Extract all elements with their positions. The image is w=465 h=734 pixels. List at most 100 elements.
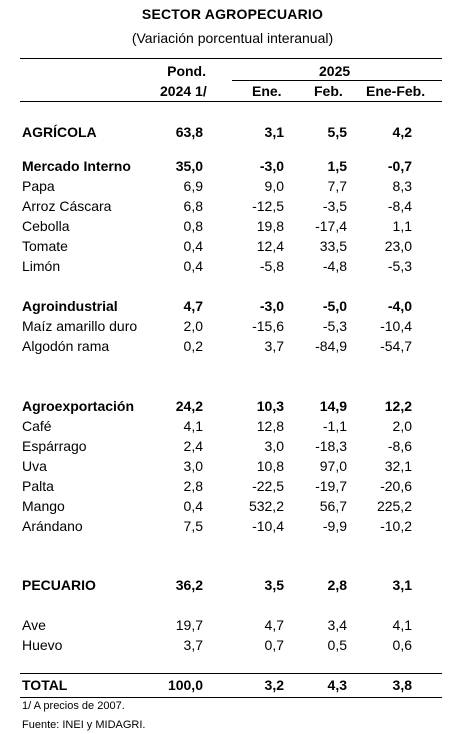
cell-enefeb: 4,1 (392, 617, 412, 633)
cell-feb: 7,7 (327, 178, 347, 194)
table-row: Café 4,1 12,8 -1,1 2,0 (0, 416, 465, 436)
cell-ene: -10,4 (252, 518, 284, 534)
header-pond: Pond. (167, 63, 206, 79)
table-row: Palta 2,8 -22,5 -19,7 -20,6 (0, 476, 465, 496)
cell-ene: 4,7 (264, 617, 284, 633)
cell-ene: 0,7 (264, 637, 284, 653)
cell-pond: 6,9 (183, 178, 203, 194)
cell-ene: -15,6 (252, 318, 284, 334)
table-row: Ave 19,7 4,7 3,4 4,1 (0, 615, 465, 635)
cell-feb: -5,0 (322, 298, 347, 314)
cell-feb: -84,9 (315, 338, 347, 354)
cell-pond: 63,8 (175, 124, 203, 140)
cell-feb: 2,8 (327, 577, 347, 593)
cell-ene: 12,8 (256, 418, 284, 434)
cell-pond: 36,2 (175, 577, 203, 593)
table-title: SECTOR AGROPECUARIO (141, 6, 324, 22)
cell-feb: -19,7 (315, 478, 347, 494)
row-label: Tomate (22, 238, 68, 254)
cell-enefeb: -4,0 (387, 298, 412, 314)
bottom-rule (20, 697, 442, 698)
row-label: PECUARIO (22, 577, 96, 593)
cell-enefeb: -10,4 (380, 318, 412, 334)
cell-feb: -4,8 (322, 258, 347, 274)
row-label: Uva (22, 458, 47, 474)
cell-ene: 3,0 (264, 438, 284, 454)
row-label: Huevo (22, 637, 63, 653)
footnote-source: Fuente: INEI y MIDAGRI. (22, 719, 146, 731)
cell-pond: 0,4 (183, 238, 203, 254)
table-subtitle: (Variación porcentual interanual) (131, 30, 334, 46)
cell-pond: 6,8 (183, 198, 203, 214)
cell-enefeb: -5,3 (387, 258, 412, 274)
table-row: Agroexportación 24,2 10,3 14,9 12,2 (0, 396, 465, 416)
cell-pond: 3,7 (183, 637, 203, 653)
header-year: 2025 (319, 63, 351, 79)
cell-ene: -22,5 (252, 478, 284, 494)
cell-pond: 0,8 (183, 218, 203, 234)
cell-ene: 19,8 (256, 218, 284, 234)
cell-ene: -5,8 (259, 258, 284, 274)
table-row: PECUARIO 36,2 3,5 2,8 3,1 (0, 575, 465, 595)
cell-enefeb: 1,1 (392, 218, 412, 234)
cell-feb: 0,5 (327, 637, 347, 653)
cell-enefeb: -20,6 (380, 478, 412, 494)
cell-enefeb: -54,7 (380, 338, 412, 354)
cell-ene: 10,3 (256, 398, 284, 414)
cell-pond: 0,2 (183, 338, 203, 354)
cell-enefeb: 4,2 (392, 124, 412, 140)
cell-ene: -12,5 (252, 198, 284, 214)
year-rule (232, 80, 442, 81)
row-label: Palta (22, 478, 54, 494)
footnote-prices: 1/ A precios de 2007. (22, 700, 125, 712)
row-label: Ave (22, 617, 46, 633)
table-row: Mercado Interno 35,0 -3,0 1,5 -0,7 (0, 156, 465, 176)
cell-ene: -3,0 (259, 158, 284, 174)
cell-feb: -18,3 (315, 438, 347, 454)
row-label: Arroz Cáscara (22, 198, 112, 214)
cell-enefeb: 3,8 (392, 677, 412, 693)
cell-ene: 3,5 (264, 577, 284, 593)
row-label: Arándano (22, 518, 83, 534)
cell-ene: 3,2 (264, 677, 284, 693)
cell-pond: 0,4 (183, 258, 203, 274)
header-feb: Feb. (314, 83, 343, 99)
table-row: Agroindustrial 4,7 -3,0 -5,0 -4,0 (0, 296, 465, 316)
table-row: Uva 3,0 10,8 97,0 32,1 (0, 456, 465, 476)
cell-feb: 14,9 (319, 398, 347, 414)
cell-ene: 3,1 (264, 124, 284, 140)
cell-ene: 532,2 (248, 498, 284, 514)
row-label: Algodón rama (22, 338, 110, 354)
cell-pond: 7,5 (183, 518, 203, 534)
cell-pond: 0,4 (183, 498, 203, 514)
table-row: Maíz amarillo duro 2,0 -15,6 -5,3 -10,4 (0, 316, 465, 336)
header-pond-year: 2024 1/ (160, 83, 207, 99)
table-row: TOTAL 100,0 3,2 4,3 3,8 (0, 675, 465, 695)
cell-ene: 9,0 (264, 178, 284, 194)
cell-enefeb: -0,7 (387, 158, 412, 174)
cell-ene: 3,7 (264, 338, 284, 354)
cell-enefeb: 0,6 (392, 637, 412, 653)
cell-feb: -17,4 (315, 218, 347, 234)
table-row: Limón 0,4 -5,8 -4,8 -5,3 (0, 256, 465, 276)
cell-enefeb: 2,0 (392, 418, 412, 434)
cell-feb: -9,9 (322, 518, 347, 534)
cell-enefeb: -8,6 (387, 438, 412, 454)
cell-feb: 4,3 (327, 677, 347, 693)
header-ene: Ene. (252, 83, 282, 99)
cell-ene: 12,4 (256, 238, 284, 254)
cell-pond: 35,0 (175, 158, 203, 174)
row-label: Agroexportación (22, 398, 135, 414)
cell-enefeb: -8,4 (387, 198, 412, 214)
cell-enefeb: 8,3 (392, 178, 412, 194)
table-row: Cebolla 0,8 19,8 -17,4 1,1 (0, 216, 465, 236)
table-row: Mango 0,4 532,2 56,7 225,2 (0, 496, 465, 516)
header-enefeb: Ene-Feb. (366, 83, 426, 99)
cell-enefeb: 3,1 (392, 577, 412, 593)
row-label: Mango (22, 498, 65, 514)
cell-pond: 4,7 (183, 298, 203, 314)
cell-feb: -3,5 (322, 198, 347, 214)
cell-pond: 4,1 (183, 418, 203, 434)
table-row: Arándano 7,5 -10,4 -9,9 -10,2 (0, 516, 465, 536)
header-rule (20, 101, 442, 102)
